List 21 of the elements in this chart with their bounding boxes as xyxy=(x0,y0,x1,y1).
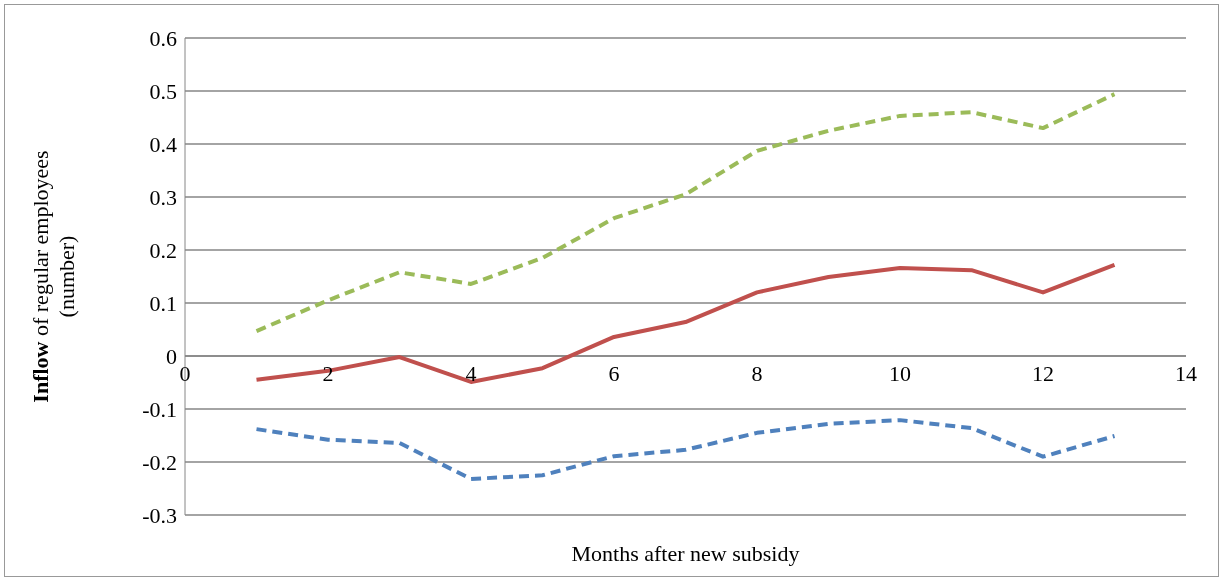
y-tick-label: -0.3 xyxy=(142,502,177,528)
y-tick-label: 0.6 xyxy=(149,25,177,51)
x-tick-label: 10 xyxy=(889,361,911,387)
y-tick-label: 0.4 xyxy=(149,131,177,157)
x-tick-label: 4 xyxy=(465,361,477,387)
line-series xyxy=(254,262,1117,384)
x-tick-label: 8 xyxy=(751,361,763,387)
y-tick-label: -0.2 xyxy=(142,449,177,475)
x-axis-title: Months after new subsidy xyxy=(571,541,800,566)
y-tick-label: -0.1 xyxy=(142,396,177,422)
y-tick-label: 0.5 xyxy=(149,78,177,104)
line-series xyxy=(254,92,1117,334)
x-tick-label: 12 xyxy=(1032,361,1054,387)
line-series xyxy=(254,418,1117,481)
y-tick-label: 0 xyxy=(166,343,177,369)
x-tick-label: 14 xyxy=(1175,361,1197,387)
y-tick-label: 0.3 xyxy=(149,184,177,210)
x-tick-label: 6 xyxy=(608,361,620,387)
y-tick-label: 0.1 xyxy=(149,290,177,316)
y-tick-label: 0.2 xyxy=(149,237,177,263)
y-axis-title: Inflow of regular employees (number) xyxy=(28,150,79,403)
